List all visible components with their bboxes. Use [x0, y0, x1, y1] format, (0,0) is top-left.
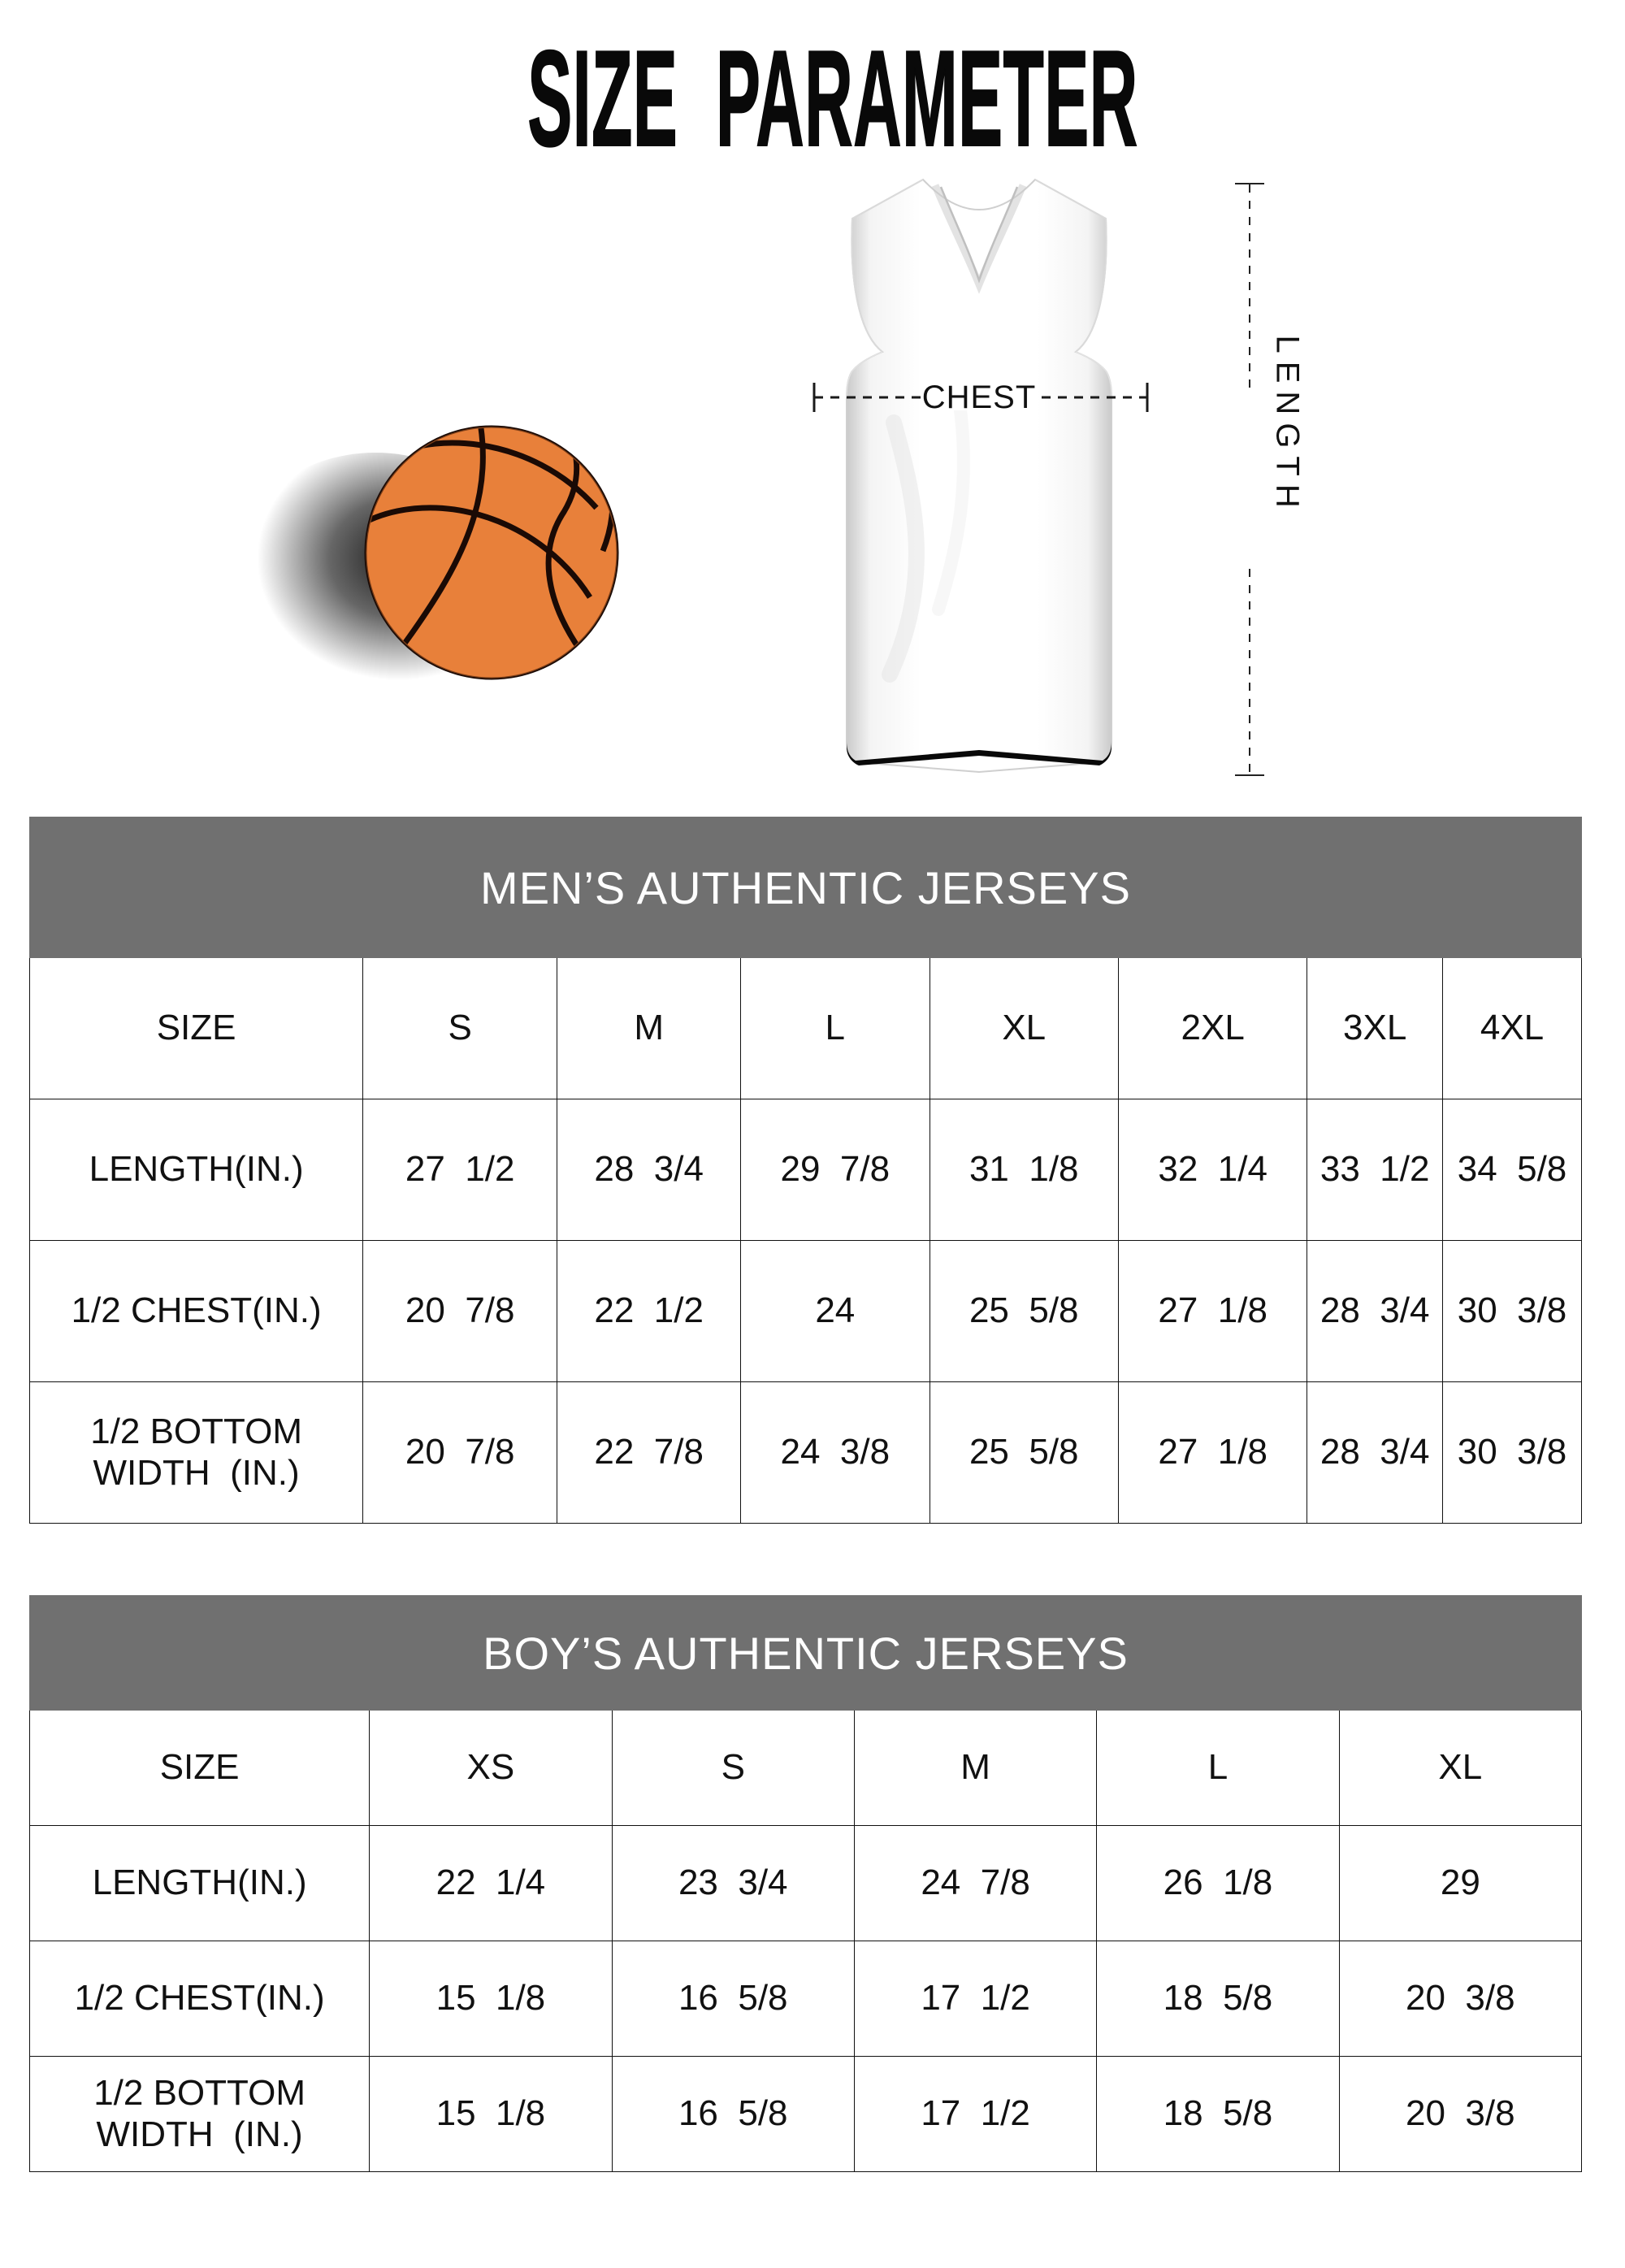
- svg-text:CHEST: CHEST: [922, 379, 1037, 415]
